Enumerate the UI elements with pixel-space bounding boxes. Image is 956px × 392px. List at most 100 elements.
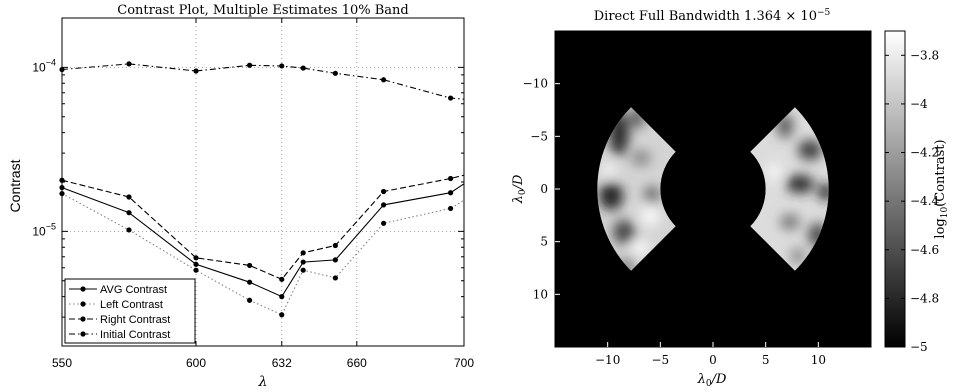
data-point [247,62,253,68]
colorbar-tick-label: −4 [910,97,928,111]
data-point [59,184,65,191]
heatmap-y-tick-label: −10 [523,77,548,91]
data-point [332,242,338,249]
legend: AVG Contrast Left Contrast Right Contrast I… [64,278,196,344]
data-point [193,68,199,74]
legend-marker [80,331,86,337]
heatmap-y-ticks: −10 −5 0 5 10 [523,77,560,301]
data-point [279,276,285,282]
colorbar-tick-label: −5 [910,340,928,354]
heatmap-x-label: λ0/D [697,372,727,389]
legend-label: AVG Contrast [100,284,167,296]
data-point [448,205,454,212]
data-point [332,257,338,263]
legend-marker [80,301,86,307]
legend-label: Right Contrast [100,314,170,326]
series-avg-contrast [59,183,465,300]
colorbar [884,30,906,348]
x-axis-label: λ [258,374,268,390]
data-point [381,188,387,195]
series-left-contrast [59,190,465,318]
series-right-contrast [59,174,465,282]
data-point [193,261,199,267]
y-axis-ticks: 10−5 10−4 [32,17,464,347]
legend-item: Left Contrast [69,299,163,311]
colorbar-tick-label: −3.8 [910,48,939,62]
data-point [193,267,199,273]
data-point [126,61,132,67]
heatmap-title-text: Direct Full Bandwidth 1.364 × 10 [594,9,817,24]
data-point [332,275,338,281]
heatmap-x-tick-label: 10 [811,353,826,367]
colorbar-label: log10(Contrast) [933,139,950,238]
legend-item: AVG Contrast [69,284,167,296]
data-point [59,66,65,73]
legend-item: Initial Contrast [69,329,170,341]
heatmap-y-tick-label: 10 [533,287,548,301]
heatmap-y-tick-label: 5 [540,235,548,249]
legend-label: Left Contrast [100,299,163,311]
heatmap-x-tick-label: 5 [762,353,770,367]
heatmap-x-tick-label: −10 [595,353,620,367]
data-point [332,70,338,76]
data-point [247,262,253,269]
x-tick-label: 632 [272,356,292,370]
legend-item: Right Contrast [69,314,170,326]
contrast-plot: Contrast Plot, Multiple Estimates 10% Ba… [7,3,474,390]
y-tick-label: 10−4 [32,57,56,74]
data-point [279,312,285,318]
heatmap-y-tick-label: 0 [540,182,548,196]
data-point [300,250,306,256]
x-tick-label: 600 [186,356,206,370]
data-point [300,259,306,265]
x-axis-ticks: 550 600 632 660 700 [52,18,474,370]
heatmap-panel: Direct Full Bandwidth 1.364 × 10−5 [511,8,950,389]
legend-marker [80,316,86,322]
legend-marker [80,286,86,292]
heatmap-title: Direct Full Bandwidth 1.364 × 10−5 [594,8,831,24]
y-axis-label: Contrast [7,159,23,212]
x-tick-label: 550 [52,356,72,370]
data-point [448,190,454,196]
data-point [126,194,132,200]
data-point [448,175,454,182]
data-point [381,77,387,83]
series-initial-contrast [59,61,465,101]
heatmap-x-tick-label: 0 [709,353,717,367]
x-tick-label: 660 [347,356,367,370]
data-point [193,255,199,261]
x-tick-label: 700 [454,356,474,370]
colorbar-tick-label: −4.6 [910,243,939,257]
series-lines [59,61,465,318]
series-line [61,63,465,100]
data-point [247,279,253,285]
heatmap-y-tick-label: −5 [530,129,548,143]
data-point [448,95,454,101]
colorbar-ticks: −3.8 −4 −4.2 −4.4 −4.6 −4.8 −5 [885,48,940,354]
right-wedge-texture [767,110,829,264]
contrast-plot-title: Contrast Plot, Multiple Estimates 10% Ba… [117,3,408,18]
data-point [247,297,253,303]
data-point [279,63,285,69]
data-point [59,177,65,183]
heatmap-y-label: λ0/D [511,174,528,204]
series-line [61,183,465,298]
data-point [300,267,306,273]
data-point [126,210,132,216]
data-point [59,190,65,197]
legend-label: Initial Contrast [100,329,170,341]
series-line [61,193,465,316]
colorbar-tick-label: −4.2 [910,146,939,160]
colorbar-tick-label: −4.4 [910,194,940,208]
left-wedge-texture [599,108,660,271]
data-point [126,227,132,233]
data-point [279,294,285,300]
data-point [381,202,387,208]
data-point [381,220,387,226]
y-tick-label: 10−5 [32,221,56,238]
series-line [61,174,465,280]
dark-hole-right-region [750,107,829,271]
heatmap-title-exponent: −5 [817,8,831,18]
data-point [300,65,306,71]
